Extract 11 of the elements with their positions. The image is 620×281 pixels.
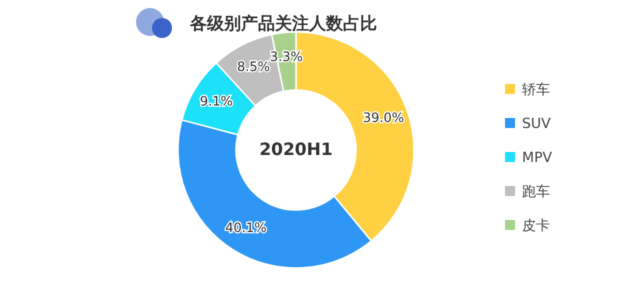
legend-label: 轿车 (522, 82, 550, 98)
legend-label: 皮卡 (522, 218, 550, 234)
legend-label: SUV (522, 116, 552, 132)
legend-label: 跑车 (522, 184, 550, 200)
chart-title: 各级别产品关注人数占比 (189, 14, 377, 34)
data-label: 9.1% (200, 94, 233, 110)
legend-label: MPV (522, 150, 553, 166)
data-label: 8.5% (237, 60, 270, 75)
data-label: 40.1% (225, 220, 267, 236)
data-label: 39.0% (362, 110, 404, 126)
text: 2020H1 (259, 140, 333, 160)
